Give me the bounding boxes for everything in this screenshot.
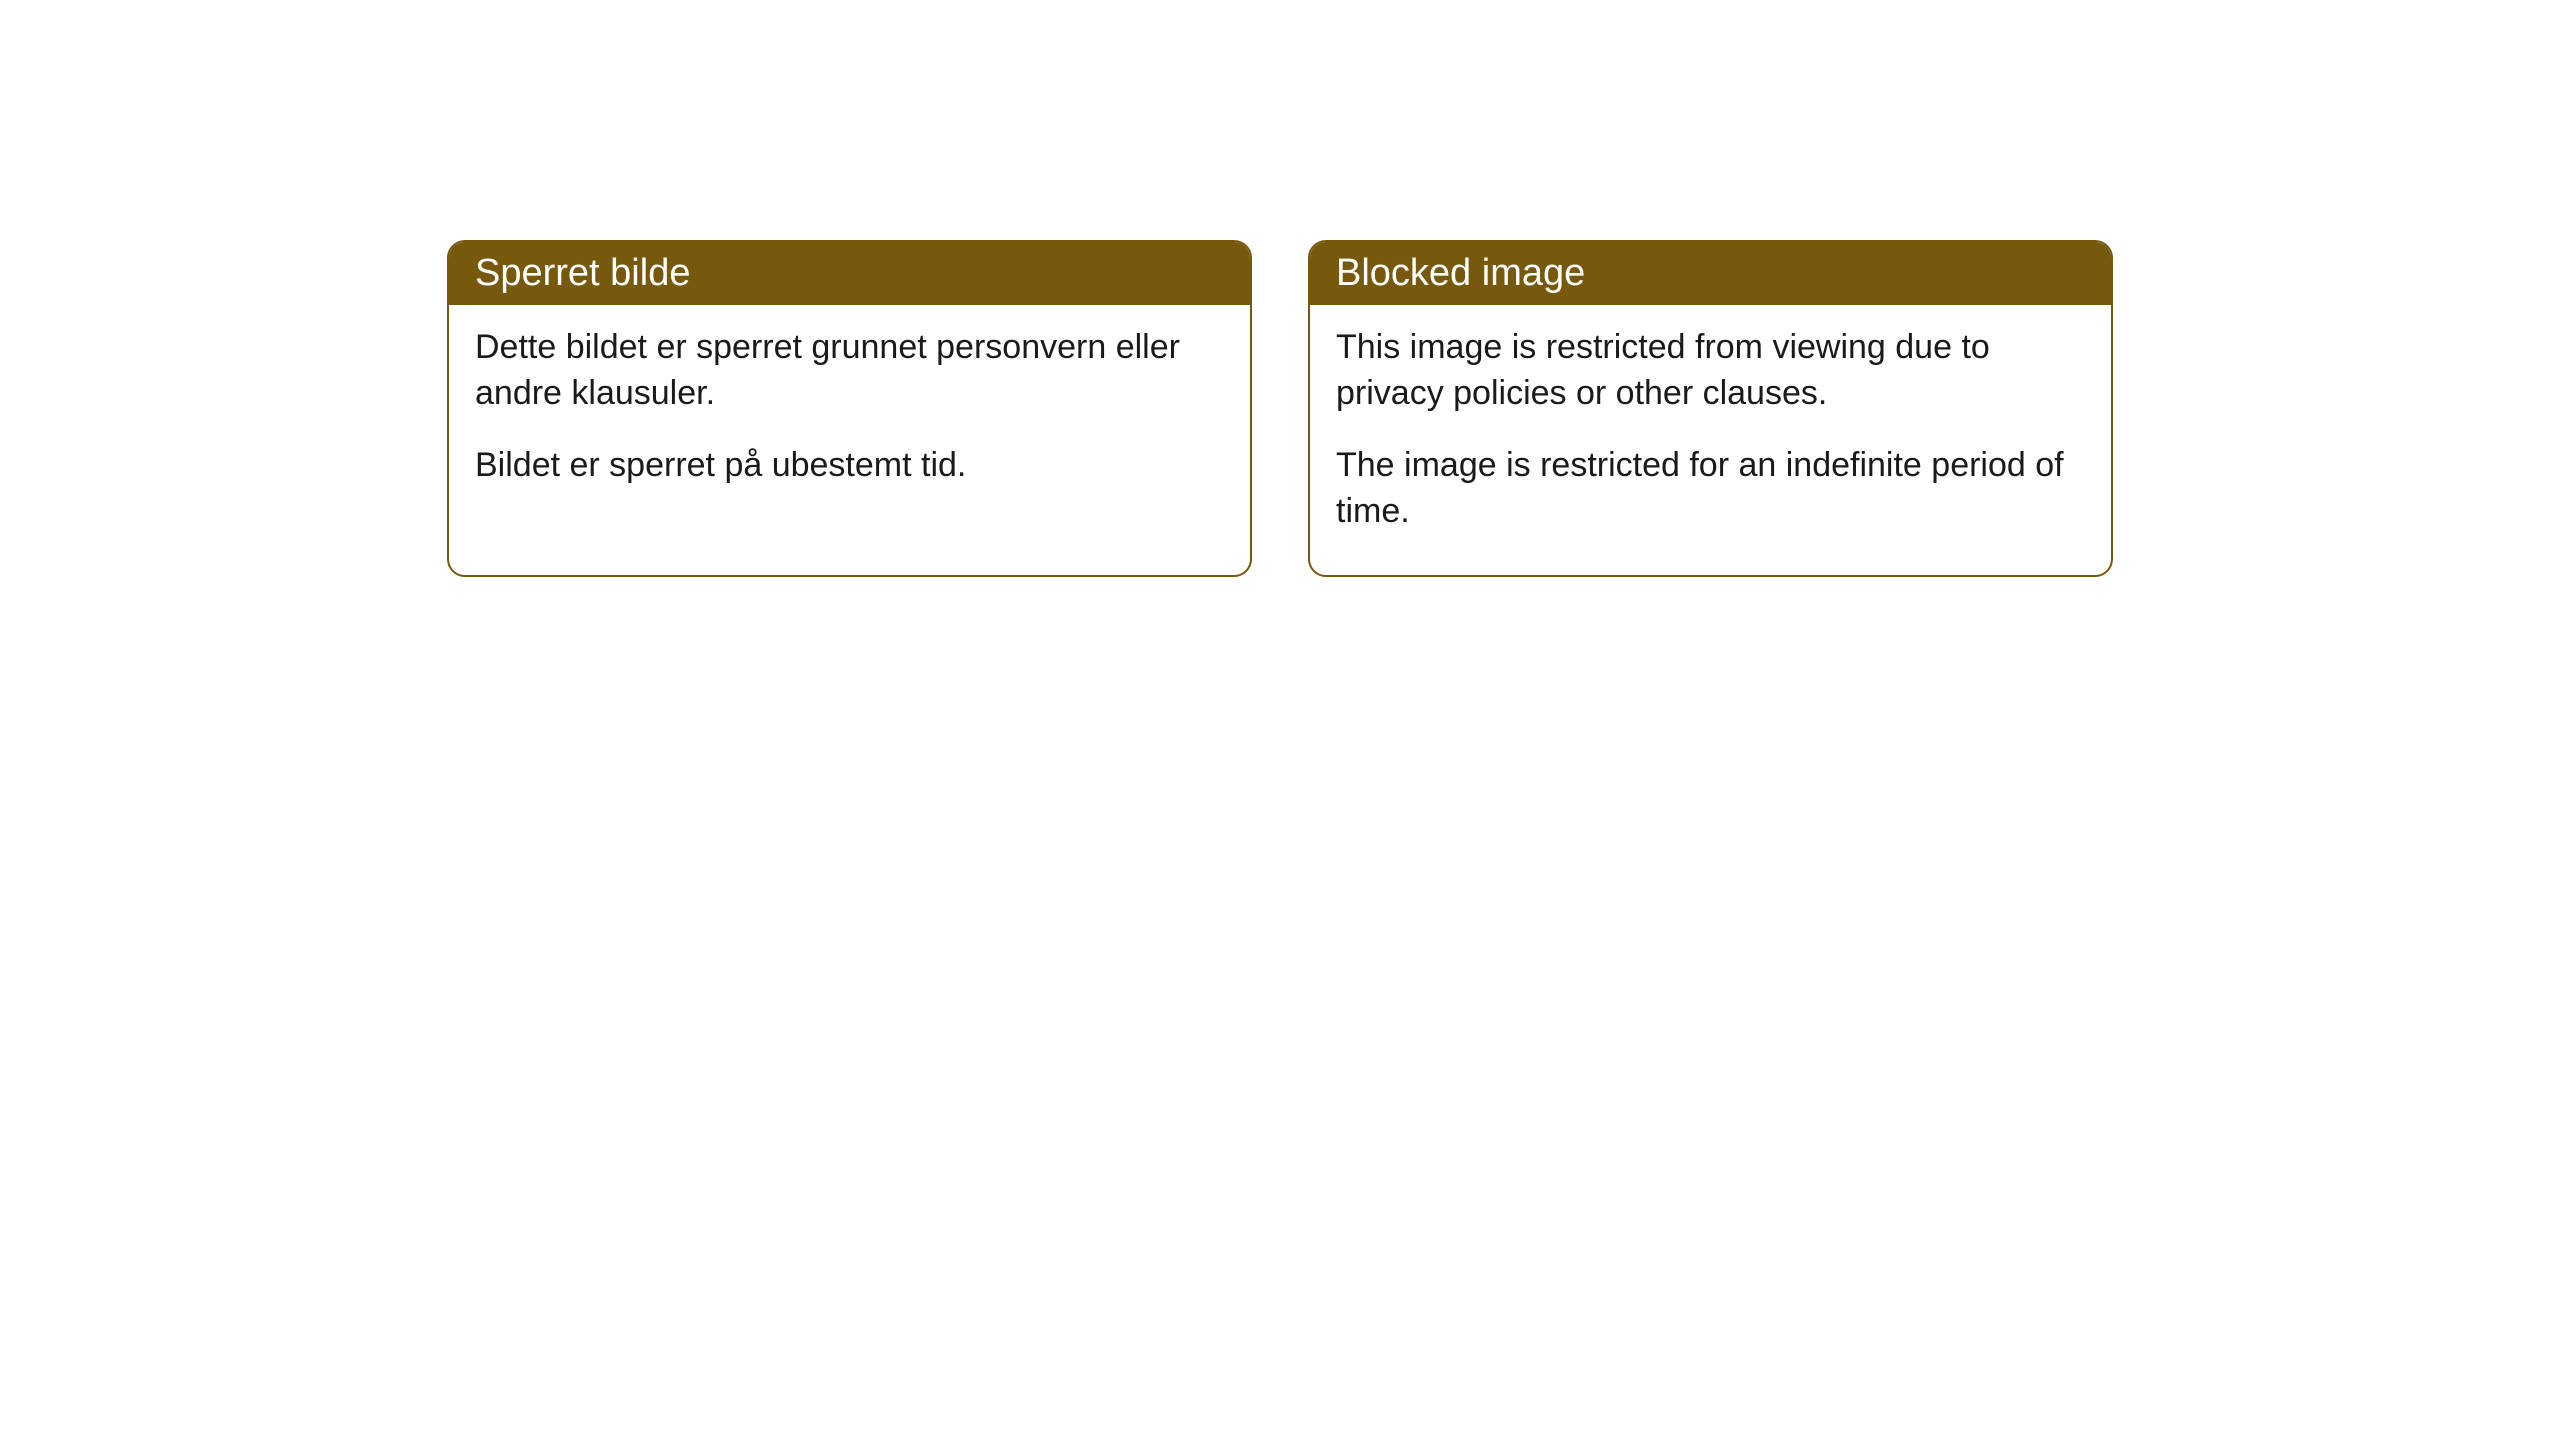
card-body: Dette bildet er sperret grunnet personve… [449, 305, 1250, 529]
card-paragraph: Bildet er sperret på ubestemt tid. [475, 443, 1224, 489]
card-header: Sperret bilde [449, 242, 1250, 305]
card-header: Blocked image [1310, 242, 2111, 305]
card-paragraph: Dette bildet er sperret grunnet personve… [475, 325, 1224, 417]
card-title: Blocked image [1336, 252, 1585, 294]
card-title: Sperret bilde [475, 252, 690, 294]
notice-card-english: Blocked image This image is restricted f… [1308, 240, 2113, 577]
notice-cards-container: Sperret bilde Dette bildet er sperret gr… [447, 240, 2113, 577]
notice-card-norwegian: Sperret bilde Dette bildet er sperret gr… [447, 240, 1252, 577]
card-paragraph: The image is restricted for an indefinit… [1336, 443, 2085, 535]
card-body: This image is restricted from viewing du… [1310, 305, 2111, 575]
card-paragraph: This image is restricted from viewing du… [1336, 325, 2085, 417]
